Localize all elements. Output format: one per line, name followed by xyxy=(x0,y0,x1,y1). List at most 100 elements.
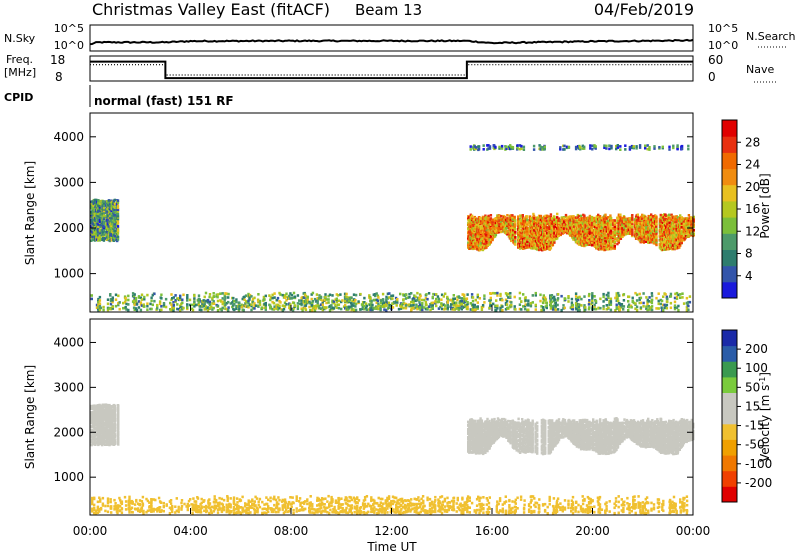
data-cell xyxy=(526,220,529,224)
data-cell xyxy=(522,293,525,296)
data-cell xyxy=(373,298,376,302)
data-cell xyxy=(604,213,607,217)
data-cell xyxy=(337,299,341,303)
data-cell xyxy=(520,231,523,234)
data-cell xyxy=(600,236,604,240)
data-cell xyxy=(466,307,469,311)
data-cell xyxy=(492,220,495,224)
data-cell xyxy=(537,245,541,249)
data-cell xyxy=(685,222,688,225)
data-cell xyxy=(101,218,104,222)
data-cell xyxy=(151,303,154,307)
data-cell xyxy=(673,307,677,311)
data-cell xyxy=(590,228,594,231)
data-cell xyxy=(97,214,100,218)
data-cell xyxy=(514,237,517,241)
data-cell xyxy=(478,218,481,222)
data-cell xyxy=(533,220,536,224)
data-cell xyxy=(534,216,538,220)
data-cell xyxy=(373,307,377,310)
data-cell xyxy=(578,243,581,246)
data-cell xyxy=(488,145,492,148)
data-cell xyxy=(545,304,548,307)
data-cell xyxy=(137,306,141,309)
data-cell xyxy=(112,220,115,224)
data-cell xyxy=(361,307,364,311)
data-cell xyxy=(271,296,274,300)
data-cell xyxy=(607,291,610,295)
data-cell xyxy=(609,297,613,301)
data-cell xyxy=(235,298,238,301)
data-cell xyxy=(531,301,534,304)
data-cell xyxy=(546,214,549,218)
data-cell xyxy=(602,305,605,308)
data-cell xyxy=(609,226,613,229)
data-cell xyxy=(553,298,557,301)
data-cell xyxy=(363,296,366,300)
data-cell xyxy=(679,296,682,299)
data-cell xyxy=(181,298,184,302)
data-cell xyxy=(600,230,604,234)
data-cell xyxy=(325,306,328,309)
data-cell xyxy=(512,233,515,237)
data-cell xyxy=(476,295,479,299)
data-cell xyxy=(674,240,677,243)
data-cell xyxy=(623,226,626,229)
data-cell xyxy=(539,248,543,251)
data-cell xyxy=(572,225,576,228)
data-cell xyxy=(518,297,522,300)
data-cell xyxy=(469,236,472,240)
data-cell xyxy=(410,292,413,295)
data-cell xyxy=(377,296,380,299)
data-cell xyxy=(492,227,495,231)
data-cell xyxy=(258,303,262,307)
data-cell xyxy=(487,243,490,246)
data-cell xyxy=(156,303,159,307)
data-cell xyxy=(574,226,578,230)
data-cell xyxy=(102,217,106,220)
data-cell xyxy=(492,234,495,238)
data-cell xyxy=(498,214,501,217)
data-cell xyxy=(182,293,185,297)
data-cell xyxy=(501,298,504,302)
data-cell xyxy=(479,248,482,252)
data-cell xyxy=(612,235,615,238)
data-cell xyxy=(250,303,253,306)
data-cell xyxy=(418,305,422,309)
data-cell xyxy=(635,293,639,297)
freq-panel-frame xyxy=(89,55,694,82)
data-cell xyxy=(572,235,575,238)
data-cell xyxy=(570,297,574,301)
data-cell xyxy=(619,215,622,219)
data-cell xyxy=(110,226,113,229)
data-cell xyxy=(506,223,509,226)
data-cell xyxy=(687,308,690,312)
data-cell xyxy=(216,304,220,308)
data-cell xyxy=(569,226,572,230)
data-cell xyxy=(604,239,607,243)
data-cell xyxy=(303,306,307,310)
data-cell xyxy=(498,145,501,149)
data-cell xyxy=(110,227,113,231)
data-cell xyxy=(536,216,540,219)
data-cell xyxy=(102,206,106,210)
data-cell xyxy=(203,304,206,307)
data-cell xyxy=(471,303,475,306)
data-cell xyxy=(247,292,250,296)
data-cell xyxy=(289,306,292,310)
data-cell xyxy=(557,227,561,230)
data-cell xyxy=(410,308,413,311)
data-cell xyxy=(671,231,675,234)
data-cell xyxy=(296,307,300,311)
data-cell xyxy=(609,301,613,305)
data-cell xyxy=(426,306,429,310)
data-cell xyxy=(383,301,386,304)
data-cell xyxy=(551,243,555,247)
data-cell xyxy=(675,233,678,236)
data-cell xyxy=(675,245,678,248)
data-cell xyxy=(113,222,117,226)
data-cell xyxy=(621,227,624,230)
data-cell xyxy=(107,307,110,310)
data-cell xyxy=(607,294,610,297)
data-cell xyxy=(140,298,144,301)
